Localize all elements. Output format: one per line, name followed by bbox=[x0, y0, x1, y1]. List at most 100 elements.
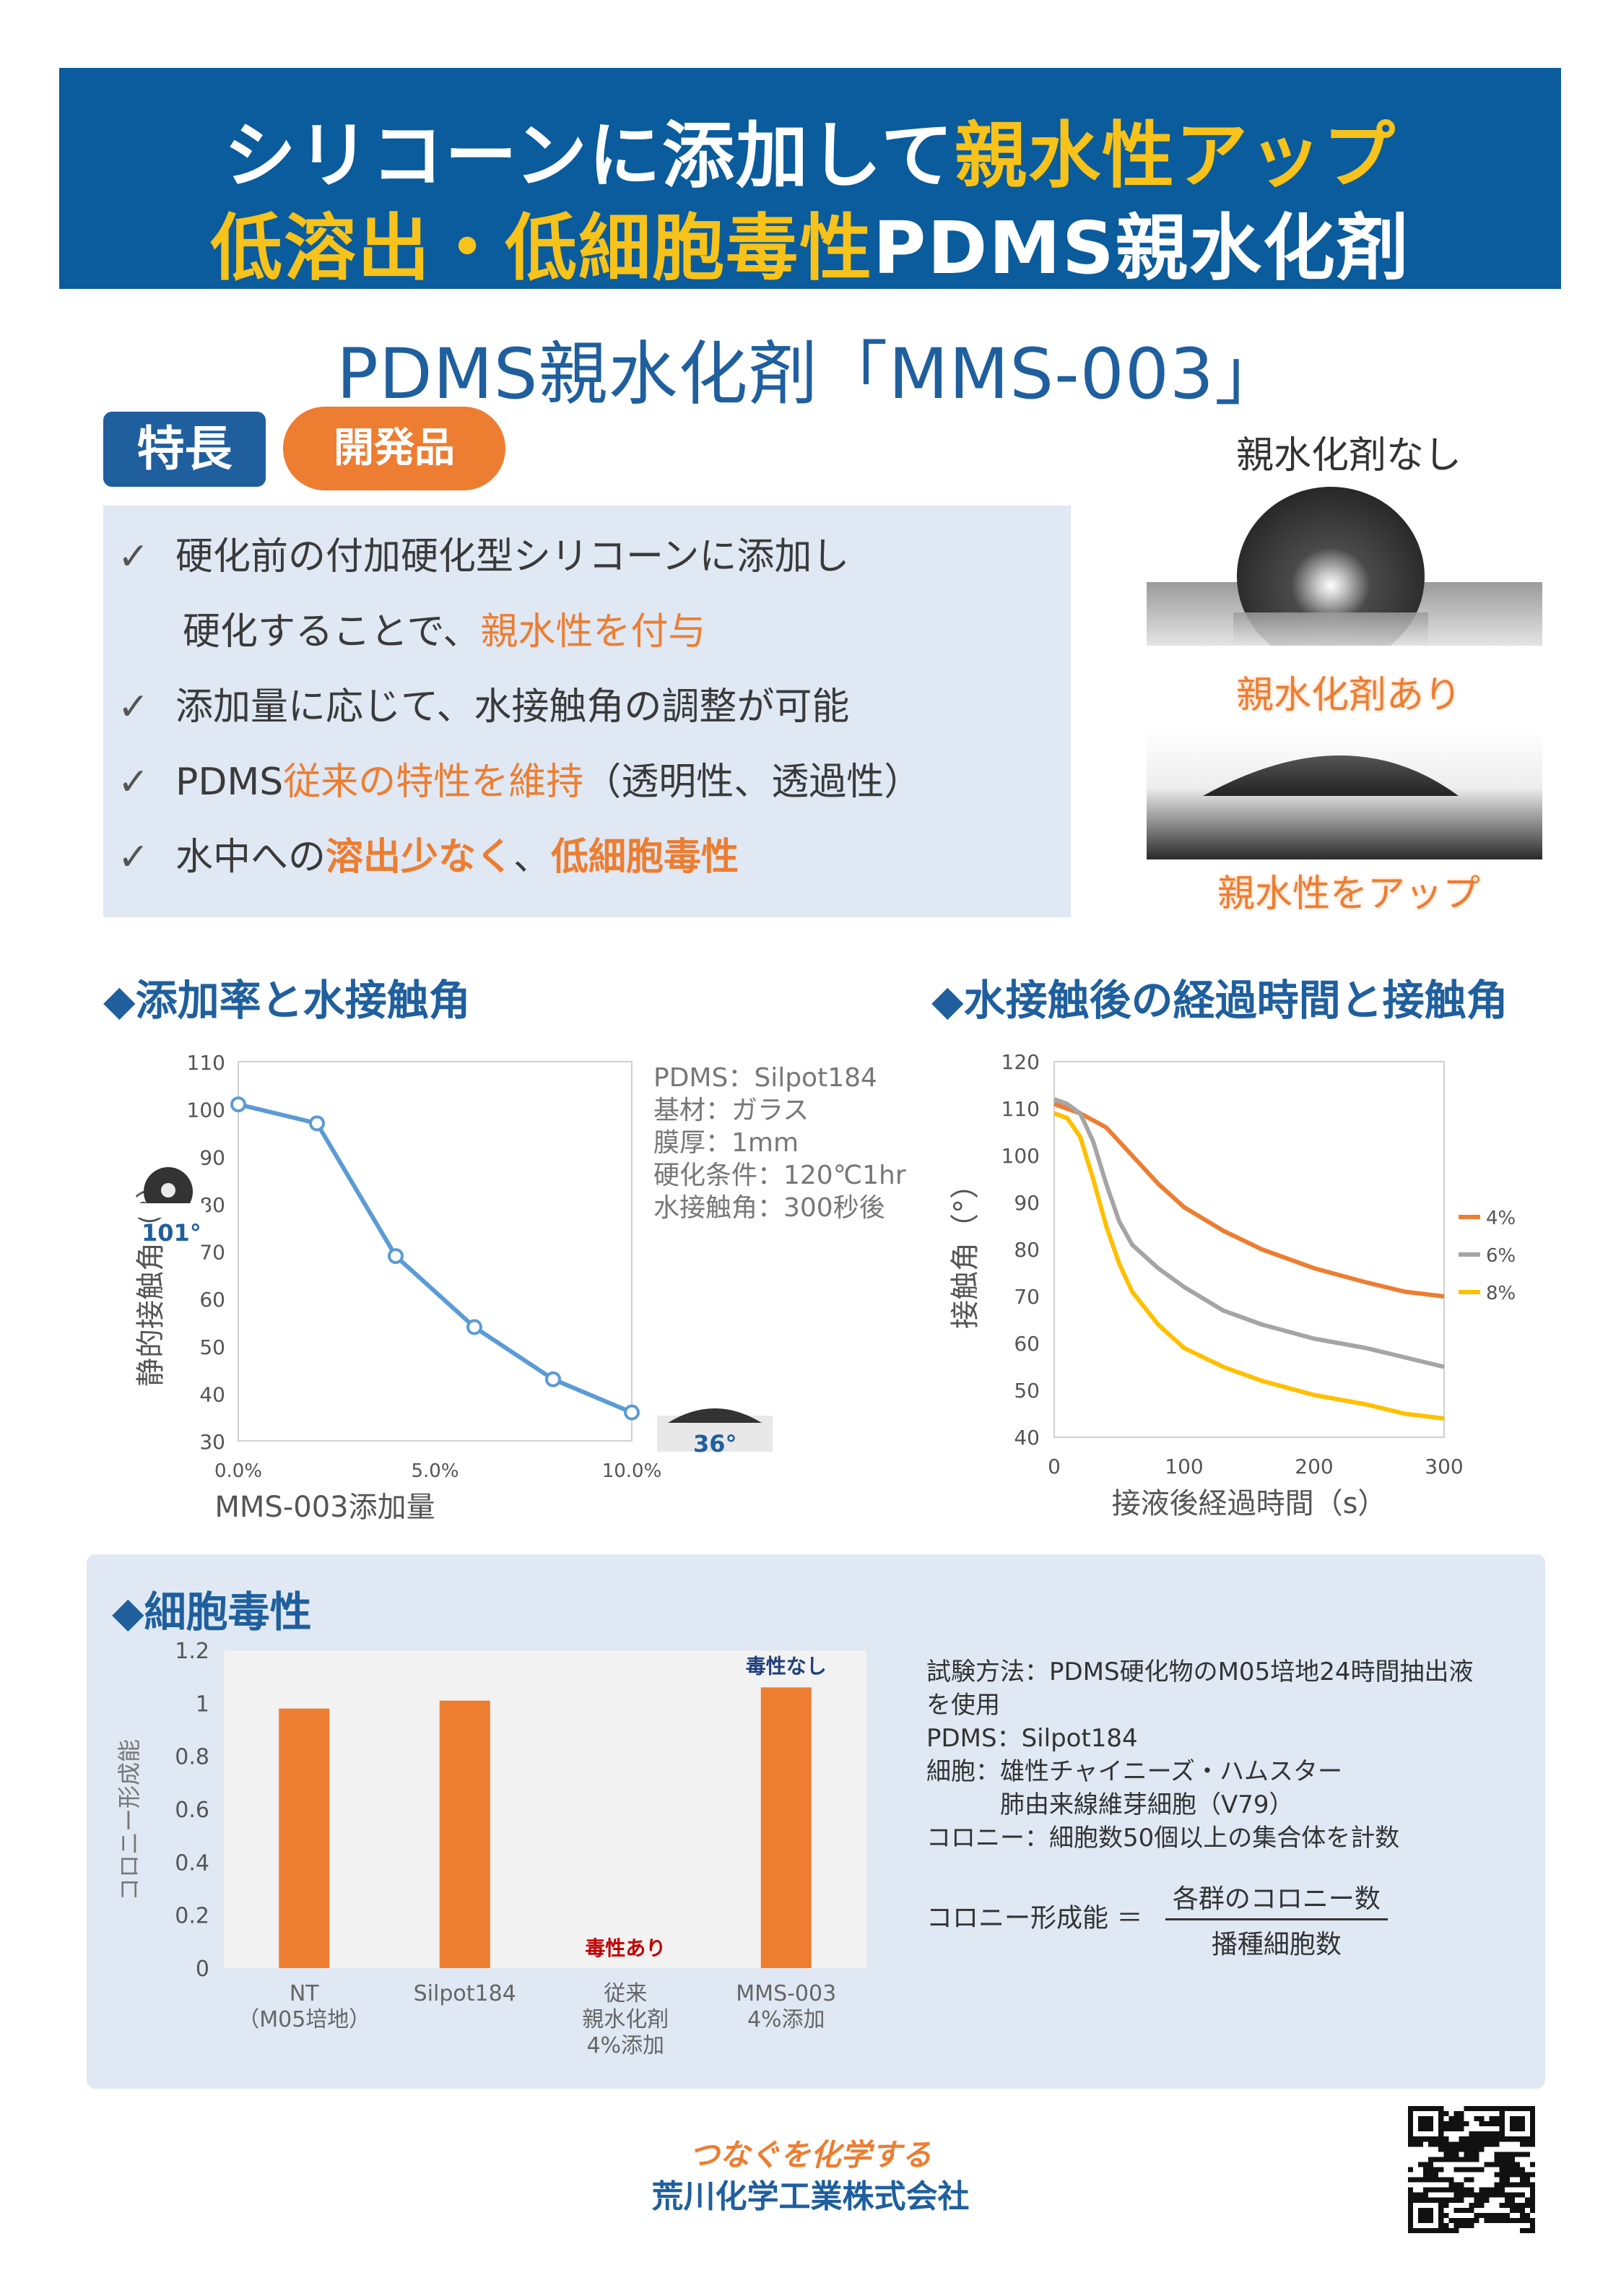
qr-module bbox=[1474, 2106, 1479, 2112]
qr-module bbox=[1459, 2116, 1464, 2122]
x-tick-label: 10.0% bbox=[602, 1460, 662, 1482]
qr-module bbox=[1524, 2202, 1530, 2208]
qr-module bbox=[1423, 2207, 1429, 2213]
qr-module bbox=[1438, 2116, 1444, 2122]
qr-module bbox=[1474, 2167, 1479, 2172]
qr-module bbox=[1418, 2227, 1424, 2233]
qr-module bbox=[1484, 2217, 1490, 2223]
qr-module bbox=[1438, 2141, 1444, 2147]
qr-module bbox=[1448, 2187, 1454, 2193]
y-tick-label: 0 bbox=[196, 1957, 209, 1982]
qr-module bbox=[1474, 2197, 1479, 2203]
qr-module bbox=[1499, 2172, 1505, 2178]
qr-module bbox=[1529, 2126, 1535, 2132]
qr-module bbox=[1489, 2141, 1495, 2147]
qr-module bbox=[1408, 2121, 1414, 2127]
condition-pdms: PDMS：Silpot184 bbox=[653, 1063, 877, 1093]
qr-module bbox=[1504, 2177, 1510, 2183]
qr-module bbox=[1494, 2157, 1500, 2162]
product-title: PDMS親水化剤「MMS-003」 bbox=[336, 334, 1285, 415]
qr-module bbox=[1438, 2177, 1444, 2183]
chart3-ylabel: コロニー形成能 bbox=[116, 1739, 143, 1901]
qr-module bbox=[1448, 2121, 1454, 2127]
qr-module bbox=[1464, 2146, 1469, 2152]
qr-module bbox=[1418, 2212, 1424, 2218]
data-point bbox=[466, 1319, 482, 1335]
qr-module bbox=[1514, 2106, 1520, 2112]
qr-module bbox=[1519, 2227, 1525, 2233]
bar bbox=[760, 1687, 812, 1968]
y-tick-label: 50 bbox=[1014, 1379, 1040, 1403]
qr-module bbox=[1459, 2207, 1464, 2213]
qr-module bbox=[1494, 2212, 1500, 2218]
qr-module bbox=[1474, 2141, 1479, 2147]
qr-module bbox=[1448, 2152, 1454, 2157]
qr-module bbox=[1484, 2187, 1490, 2193]
qr-module bbox=[1514, 2217, 1520, 2223]
chart-contact-angle-vs-time: 40 50 60 70 80 90 100 110 120 0 100 200 300 4% 6% 8% 接… bbox=[949, 1050, 1516, 1520]
qr-module bbox=[1474, 2116, 1479, 2122]
y-tick-label: 70 bbox=[1014, 1285, 1040, 1309]
qr-module bbox=[1519, 2152, 1525, 2157]
category-label: NT bbox=[290, 1981, 319, 2006]
droplet-photo-with-agent bbox=[1147, 729, 1542, 859]
qr-module bbox=[1514, 2207, 1520, 2213]
qr-module bbox=[1438, 2111, 1444, 2117]
qr-module bbox=[1509, 2121, 1515, 2127]
formula-numerator: 各群のコロニー数 bbox=[1165, 1878, 1388, 1920]
qr-code-icon[interactable] bbox=[1408, 2106, 1535, 2233]
qr-module bbox=[1438, 2212, 1444, 2218]
qr-module bbox=[1453, 2227, 1459, 2233]
qr-module bbox=[1448, 2182, 1454, 2188]
y-tick-label: 100 bbox=[1001, 1144, 1040, 1168]
qr-module bbox=[1418, 2121, 1424, 2127]
feature-highlight: 親水性を付与 bbox=[480, 610, 706, 654]
data-point bbox=[624, 1404, 640, 1421]
feature-item-3: ✓ PDMS従来の特性を維持（透明性、透過性） bbox=[118, 751, 921, 805]
qr-module bbox=[1509, 2106, 1515, 2112]
qr-module bbox=[1453, 2222, 1459, 2228]
colony-formula: コロニー形成能 ＝ 各群のコロニー数 播種細胞数 bbox=[926, 1878, 1388, 1961]
qr-module bbox=[1408, 2167, 1414, 2172]
qr-module bbox=[1479, 2212, 1485, 2218]
qr-module bbox=[1408, 2197, 1414, 2203]
qr-module bbox=[1408, 2136, 1414, 2142]
legend-label: 4% bbox=[1486, 1208, 1516, 1229]
qr-module bbox=[1408, 2192, 1414, 2198]
plot-area bbox=[224, 1650, 866, 1968]
qr-module bbox=[1459, 2167, 1464, 2172]
qr-module bbox=[1474, 2192, 1479, 2198]
feature-text: （透明性、透過性） bbox=[583, 761, 922, 804]
qr-module bbox=[1494, 2217, 1500, 2223]
qr-module bbox=[1443, 2152, 1449, 2157]
qr-module bbox=[1479, 2187, 1485, 2193]
feature-item-1-cont: 硬化することで、親水性を付与 bbox=[183, 601, 705, 655]
check-icon: ✓ bbox=[118, 761, 149, 804]
chart-colony-formation: 0 0.2 0.4 0.6 0.8 1 1.2 NT（M05培地） Silpot184 従来親水… bbox=[116, 1639, 866, 2058]
qr-module bbox=[1509, 2167, 1515, 2172]
qr-module bbox=[1464, 2121, 1469, 2127]
qr-module bbox=[1499, 2162, 1505, 2167]
qr-module bbox=[1453, 2167, 1459, 2172]
y-tick-label: 40 bbox=[199, 1382, 225, 1406]
qr-module bbox=[1438, 2167, 1444, 2172]
qr-module bbox=[1464, 2152, 1469, 2157]
data-point bbox=[388, 1248, 404, 1265]
qr-module bbox=[1499, 2111, 1505, 2117]
qr-module bbox=[1484, 2192, 1490, 2198]
qr-module bbox=[1408, 2177, 1414, 2183]
qr-module bbox=[1459, 2187, 1464, 2193]
droplet-photo-without-agent bbox=[1147, 482, 1542, 646]
qr-module bbox=[1433, 2106, 1439, 2112]
qr-module bbox=[1423, 2217, 1429, 2223]
qr-module bbox=[1408, 2141, 1414, 2147]
legend-label: 6% bbox=[1486, 1245, 1516, 1267]
features-box: ✓ 硬化前の付加硬化型シリコーンに添加し 硬化することで、親水性を付与 ✓ 添加量に… bbox=[103, 506, 1071, 917]
qr-module bbox=[1529, 2197, 1535, 2203]
qr-module bbox=[1499, 2131, 1505, 2137]
droplet-none-label: 親水化剤なし bbox=[1235, 434, 1461, 477]
qr-module bbox=[1479, 2106, 1485, 2112]
qr-module bbox=[1413, 2141, 1419, 2147]
qr-module bbox=[1524, 2217, 1530, 2223]
qr-module bbox=[1509, 2136, 1515, 2142]
